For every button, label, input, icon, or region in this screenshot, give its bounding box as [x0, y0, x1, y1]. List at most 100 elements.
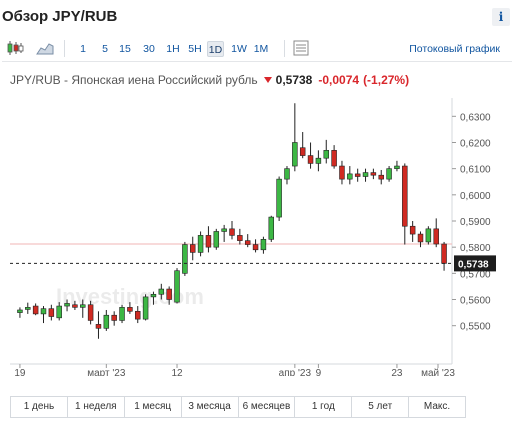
candle-body: [260, 239, 267, 251]
candle-body: [284, 168, 290, 180]
panel-icon[interactable]: [292, 40, 310, 56]
header: Обзор JPY/RUB i: [0, 0, 516, 32]
candle-body: [127, 307, 133, 312]
candle-body: [72, 304, 78, 308]
candle-body: [354, 173, 361, 177]
range-button-2[interactable]: 1 месяц: [125, 397, 182, 417]
area-chart-icon[interactable]: [36, 40, 54, 56]
period-1[interactable]: 1: [80, 43, 86, 55]
candle-body: [394, 165, 400, 169]
period-30[interactable]: 30: [143, 43, 155, 55]
candle-body: [307, 155, 314, 164]
period-5h[interactable]: 5H: [188, 43, 202, 55]
price-change: -0,0074: [318, 72, 360, 87]
period-15[interactable]: 15: [119, 43, 131, 55]
period-1d[interactable]: 1D: [207, 41, 224, 57]
y-tick-label: 0,6000: [460, 191, 491, 202]
candle-body: [174, 270, 180, 303]
candle-body: [182, 244, 188, 274]
quote-line: JPY/RUB - Японская иена Российский рубль…: [10, 72, 409, 88]
candle-body: [150, 293, 157, 298]
range-button-0[interactable]: 1 день: [11, 397, 68, 417]
period-1h[interactable]: 1H: [166, 43, 180, 55]
candle-body: [433, 228, 439, 245]
range-button-1[interactable]: 1 неделя: [68, 397, 125, 417]
toolbar-separator: [64, 40, 65, 57]
candle-body: [95, 324, 102, 329]
chart-toolbar: 1 5 15 30 1H 5H 1D 1W 1M Потоковый график: [2, 36, 512, 62]
range-button-4[interactable]: 6 месяцев: [239, 397, 296, 417]
candle-body: [229, 228, 235, 236]
candle-body: [268, 216, 275, 240]
candle-body: [189, 244, 196, 253]
candle-body: [25, 307, 31, 310]
instrument-name: JPY/RUB - Японская иена Российский рубль: [10, 72, 258, 87]
candle-body: [17, 309, 23, 313]
down-arrow-icon: [263, 76, 272, 83]
candle-body: [402, 165, 408, 227]
candle-body: [213, 231, 220, 248]
y-tick-label: 0,5900: [460, 217, 491, 228]
candle-body: [276, 178, 282, 218]
candle-body: [142, 296, 149, 320]
page-title: Обзор JPY/RUB: [2, 8, 118, 25]
candle-body: [87, 304, 94, 321]
candle-body: [32, 305, 39, 315]
x-tick-label: 19: [14, 368, 26, 376]
y-tick-label: 0,5800: [460, 243, 491, 254]
candle-body: [237, 235, 243, 241]
candle-body: [166, 288, 172, 300]
candle-body: [221, 228, 227, 232]
candle-body: [103, 314, 110, 329]
range-button-3[interactable]: 3 месяца: [182, 397, 239, 417]
x-tick-label: апр '23: [279, 368, 312, 376]
candle-body: [205, 235, 212, 248]
candle-body: [64, 303, 70, 307]
period-1w[interactable]: 1W: [231, 43, 247, 55]
candle-body: [244, 240, 251, 245]
candle-body: [409, 225, 416, 235]
period-5[interactable]: 5: [102, 43, 108, 55]
candle-body: [386, 168, 392, 180]
candle-body: [111, 314, 117, 321]
time-range-selector: 1 день 1 неделя 1 месяц 3 месяца 6 месяцев 1 …: [10, 396, 466, 418]
candle-body: [158, 288, 165, 295]
toolbar-separator: [284, 40, 285, 57]
candle-body: [347, 173, 353, 180]
candle-body: [197, 235, 204, 253]
price-change-percent: (-1,27%): [363, 72, 410, 87]
x-tick-label: 9: [316, 368, 322, 376]
candle-body: [362, 172, 369, 177]
x-tick-label: март '23: [87, 368, 126, 376]
candle-body: [48, 308, 55, 317]
candle-body: [119, 307, 125, 321]
candlestick-chart[interactable]: Investing.com0,63000,62000,61000,60000,5…: [6, 94, 504, 379]
candle-body: [315, 157, 322, 164]
candlestick-icon[interactable]: [6, 40, 24, 56]
period-1m[interactable]: 1M: [253, 43, 269, 55]
info-icon[interactable]: i: [492, 8, 510, 26]
streaming-chart-link[interactable]: Потоковый график: [409, 43, 500, 55]
candle-body: [252, 244, 259, 251]
y-tick-label: 0,6300: [460, 112, 491, 123]
last-price: 0,5738: [275, 72, 313, 87]
candle-body: [292, 142, 298, 167]
x-tick-label: 12: [171, 368, 183, 376]
x-tick-label: май '23: [421, 368, 455, 376]
range-button-5[interactable]: 1 год: [295, 397, 353, 417]
range-button-7[interactable]: Макс.: [423, 401, 451, 412]
current-price-badge: [454, 255, 496, 272]
candle-body: [299, 147, 306, 156]
price-chart[interactable]: Investing.com 0,6300 0,6200 0,6100 0,6000 0,5…: [6, 94, 504, 379]
range-button-6[interactable]: 5 лет: [352, 397, 410, 417]
candle-body: [80, 304, 86, 308]
y-tick-label: 0,6100: [460, 165, 491, 176]
candle-body: [417, 233, 424, 243]
current-price-label: 0,5738: [458, 259, 489, 270]
candle-body: [135, 310, 141, 320]
x-tick-label: 23: [391, 368, 403, 376]
candle-body: [40, 308, 47, 315]
y-tick-label: 0,5700: [460, 269, 491, 280]
candle-body: [425, 228, 432, 243]
candle-body: [323, 150, 329, 159]
